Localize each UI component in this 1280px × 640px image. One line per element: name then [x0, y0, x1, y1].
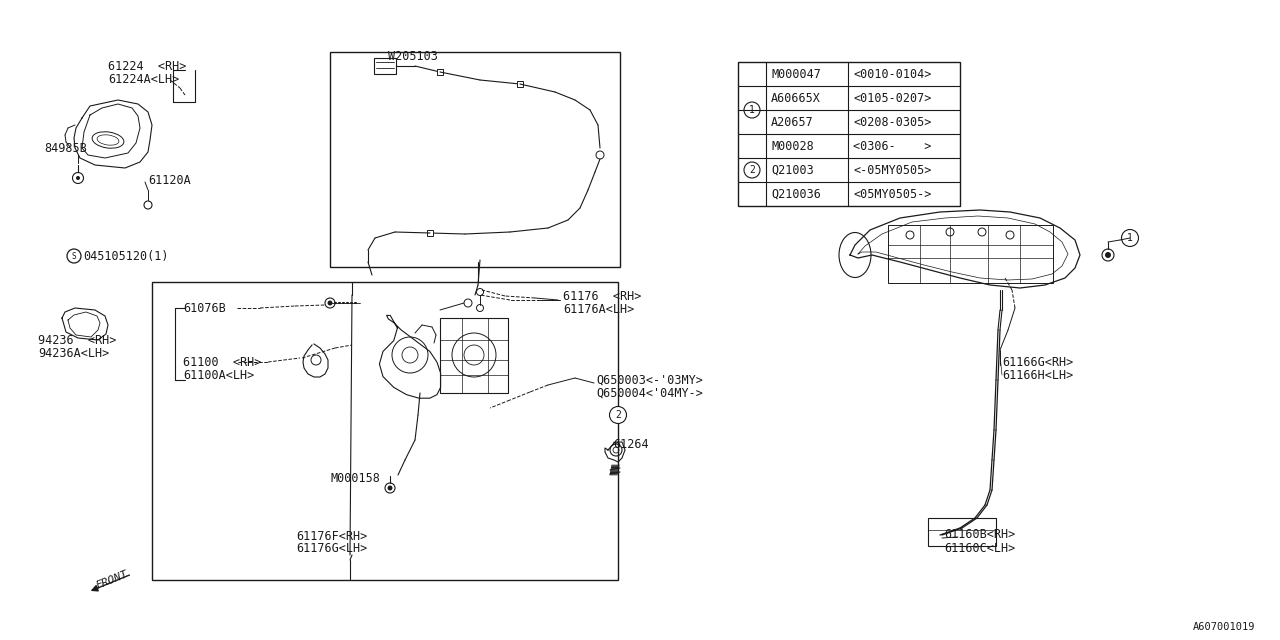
Circle shape — [744, 162, 760, 178]
Text: Q21003: Q21003 — [771, 163, 814, 177]
Text: 2: 2 — [749, 165, 755, 175]
Text: 045105120(1): 045105120(1) — [83, 250, 169, 262]
Text: M000047: M000047 — [771, 67, 820, 81]
Text: 61166G<RH>: 61166G<RH> — [1002, 355, 1073, 369]
Text: Q210036: Q210036 — [771, 188, 820, 200]
Circle shape — [76, 176, 81, 180]
Circle shape — [328, 301, 333, 305]
Text: <05MY0505->: <05MY0505-> — [852, 188, 932, 200]
Bar — [330, 52, 620, 267]
Text: FRONT: FRONT — [95, 569, 129, 591]
Text: 61100A<LH>: 61100A<LH> — [183, 369, 255, 381]
Text: 1: 1 — [749, 105, 755, 115]
Bar — [888, 225, 1053, 283]
Text: Q650004<'04MY->: Q650004<'04MY-> — [596, 387, 703, 399]
Text: Q650003<-'03MY>: Q650003<-'03MY> — [596, 374, 703, 387]
Text: 1: 1 — [1128, 233, 1133, 243]
Text: 94236A<LH>: 94236A<LH> — [38, 346, 109, 360]
Text: A60665X: A60665X — [771, 92, 820, 104]
Circle shape — [1105, 252, 1111, 258]
Text: 61100  <RH>: 61100 <RH> — [183, 355, 261, 369]
Circle shape — [744, 102, 760, 118]
Text: 61076B: 61076B — [183, 301, 225, 314]
Text: <0306-    >: <0306- > — [852, 140, 932, 152]
Text: 61224  <RH>: 61224 <RH> — [108, 60, 187, 72]
Bar — [152, 282, 618, 580]
Text: 94236  <RH>: 94236 <RH> — [38, 333, 116, 346]
Text: 61264: 61264 — [613, 438, 649, 451]
Text: <0010-0104>: <0010-0104> — [852, 67, 932, 81]
Text: <0105-0207>: <0105-0207> — [852, 92, 932, 104]
Text: M00028: M00028 — [771, 140, 814, 152]
Text: 2: 2 — [616, 410, 621, 420]
Text: 61224A<LH>: 61224A<LH> — [108, 72, 179, 86]
Text: S: S — [72, 252, 77, 260]
Text: 61160C<LH>: 61160C<LH> — [945, 541, 1015, 554]
Circle shape — [1121, 230, 1138, 246]
Text: A20657: A20657 — [771, 115, 814, 129]
Bar — [374, 58, 396, 74]
Bar — [928, 518, 996, 546]
Text: <0208-0305>: <0208-0305> — [852, 115, 932, 129]
Text: W205103: W205103 — [388, 49, 438, 63]
Text: A607001019: A607001019 — [1193, 622, 1254, 632]
Text: 61176A<LH>: 61176A<LH> — [563, 303, 635, 316]
Text: 61120A: 61120A — [148, 173, 191, 186]
Text: M000158: M000158 — [330, 472, 380, 484]
Bar — [440, 318, 508, 393]
Text: <-05MY0505>: <-05MY0505> — [852, 163, 932, 177]
Circle shape — [388, 486, 393, 490]
Text: 61176F<RH>: 61176F<RH> — [296, 529, 367, 543]
Bar — [739, 62, 960, 206]
Text: 61160B<RH>: 61160B<RH> — [945, 529, 1015, 541]
Text: 84985B: 84985B — [44, 141, 87, 154]
Text: 61176  <RH>: 61176 <RH> — [563, 289, 641, 303]
Text: 61166H<LH>: 61166H<LH> — [1002, 369, 1073, 381]
Circle shape — [609, 406, 626, 424]
Text: 61176G<LH>: 61176G<LH> — [296, 543, 367, 556]
